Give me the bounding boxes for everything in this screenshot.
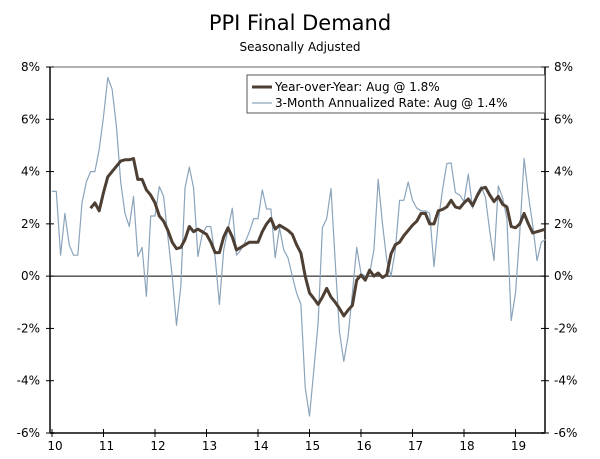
y-tick-label-right: 0% (554, 269, 573, 283)
legend-box (246, 74, 546, 114)
x-tick-label: 16 (356, 439, 371, 453)
x-tick-label: 17 (408, 439, 423, 453)
y-tick-label-right: -2% (554, 321, 577, 335)
x-tick-label: 19 (511, 439, 526, 453)
x-tick-label: 11 (99, 439, 114, 453)
plot-frame (49, 66, 546, 434)
y-tick-label-right: 6% (554, 112, 573, 126)
series-lines (52, 76, 546, 417)
legend-label-yoy: Year-over-Year: Aug @ 1.8% (274, 80, 440, 94)
y-tick-label-left: 8% (21, 60, 40, 74)
y-tick-label-right: -4% (554, 374, 577, 388)
y-tick-label-left: -6% (17, 426, 40, 440)
legend-label-3m: 3-Month Annualized Rate: Aug @ 1.4% (275, 96, 507, 110)
x-tick-label: 14 (253, 439, 268, 453)
x-tick-label: 13 (202, 439, 217, 453)
chart-subtitle: Seasonally Adjusted (239, 40, 360, 54)
x-tick-label: 15 (305, 439, 320, 453)
y-tick-label-left: 2% (21, 217, 40, 231)
x-tick-label: 18 (459, 439, 474, 453)
y-tick-label-right: 4% (554, 165, 573, 179)
x-tick-label: 12 (150, 439, 165, 453)
y-tick-label-left: 0% (21, 269, 40, 283)
y-tick-label-right: 2% (554, 217, 573, 231)
legend: Year-over-Year: Aug @ 1.8% 3-Month Annua… (246, 74, 546, 114)
y-tick-label-left: 4% (21, 165, 40, 179)
x-tick-label: 10 (47, 439, 62, 453)
y-tick-label-left: -2% (17, 321, 40, 335)
y-tick-label-right: -6% (554, 426, 577, 440)
y-tick-label-right: 8% (554, 60, 573, 74)
series-line-3m-annualized (52, 76, 546, 417)
axes: 8% 8% 6% 6% 4% 4% 2% 2% 0% 0% -2% -2% -4% -4% -6% -6% 10… (17, 60, 578, 453)
y-tick-label-left: 6% (21, 112, 40, 126)
chart-title: PPI Final Demand (209, 11, 391, 35)
series-line-yoy (89, 157, 546, 318)
y-tick-label-left: -4% (17, 374, 40, 388)
